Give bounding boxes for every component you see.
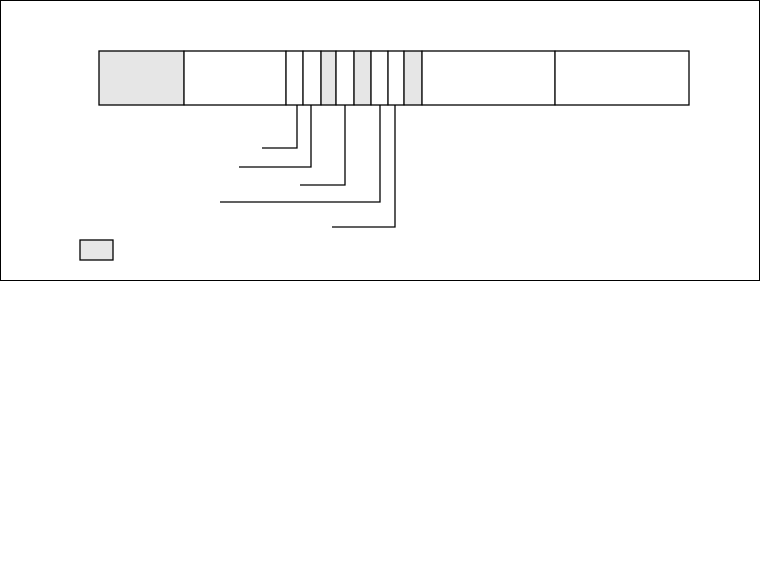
bar-segment: [421, 50, 556, 106]
leader-line: [300, 105, 346, 186]
leader-line: [220, 105, 381, 203]
bar-segment: [302, 50, 322, 106]
leader-line: [332, 105, 396, 228]
legend-swatch: [79, 239, 114, 261]
bar-segment: [403, 50, 423, 106]
leader-line: [262, 105, 298, 149]
bar-segment: [183, 50, 287, 106]
leader-line: [239, 105, 312, 168]
segmented-bar: [98, 50, 690, 106]
bar-segment: [387, 50, 405, 106]
bar-segment: [335, 50, 355, 106]
bar-segment: [353, 50, 372, 106]
bar-segment: [320, 50, 337, 106]
leader-lines: [220, 105, 396, 228]
bar-segment: [554, 50, 690, 106]
bar-segment: [370, 50, 389, 106]
bar-segment: [285, 50, 304, 106]
bar-segment: [98, 50, 185, 106]
